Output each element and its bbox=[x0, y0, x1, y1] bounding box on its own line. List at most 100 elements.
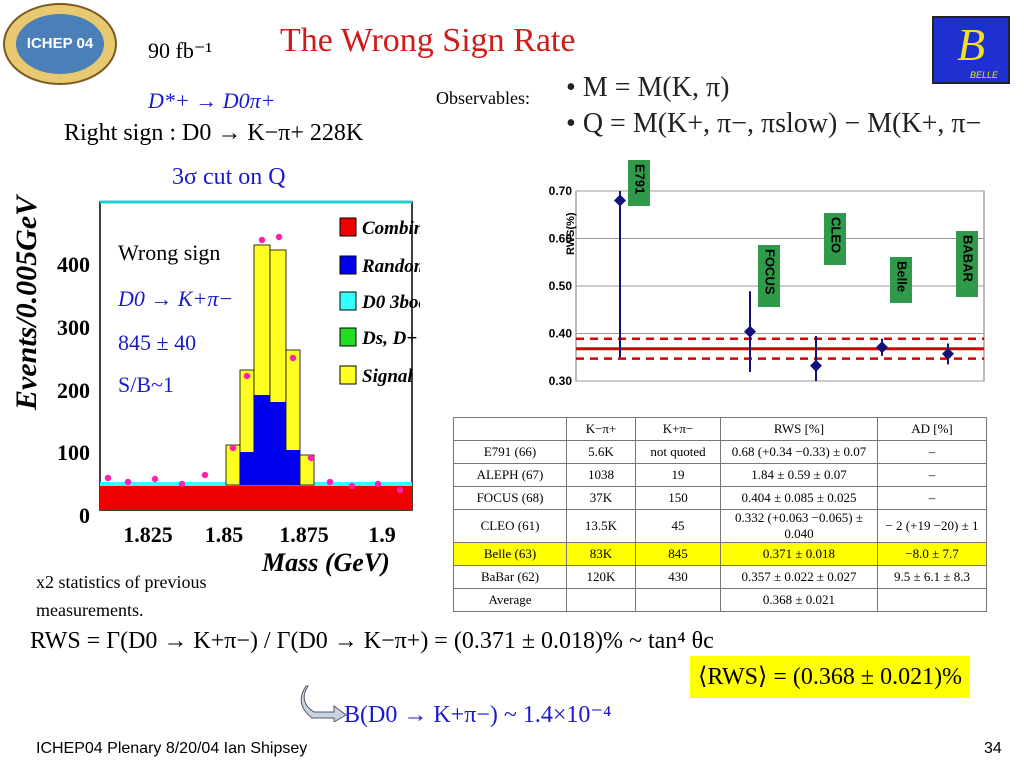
table-cell: 0.368 ± 0.021 bbox=[720, 588, 878, 612]
table-cell: BaBar (62) bbox=[453, 565, 567, 589]
table-cell bbox=[877, 588, 987, 612]
rws-comparison-plot: 0.70 0.60 0.50 0.40 0.30 RWS(%) E791 FOCUS CLE… bbox=[549, 160, 985, 388]
table-header: K+π− bbox=[635, 417, 721, 441]
table-cell: ALEPH (67) bbox=[453, 463, 567, 487]
x-tick-1875: 1.875 bbox=[279, 522, 329, 547]
rws-point bbox=[942, 347, 954, 360]
rws-y-tick: 0.50 bbox=[549, 279, 573, 293]
table-cell: 430 bbox=[635, 565, 721, 589]
table-row: CLEO (61) 13.5K 45 0.332 (+0.063 −0.065) ± … bbox=[453, 509, 987, 543]
rws-point bbox=[810, 359, 822, 372]
wrong-sign-label: Wrong sign bbox=[118, 240, 221, 265]
table-cell: 9.5 ± 6.1 ± 8.3 bbox=[877, 565, 987, 589]
curved-arrow-icon bbox=[300, 685, 347, 722]
ichep-logo: ICHEP 04 bbox=[3, 3, 117, 85]
signal-background: S/B~1 bbox=[118, 372, 174, 397]
table-row: BaBar (62) 120K 430 0.357 ± 0.022 ± 0.027 9.… bbox=[453, 565, 987, 589]
slide-title: The Wrong Sign Rate bbox=[280, 22, 576, 59]
table-cell: 150 bbox=[635, 486, 721, 510]
statistics-note: x2 statistics of previous measurements. bbox=[36, 572, 207, 620]
table-cell: – bbox=[877, 486, 987, 510]
rws-label-box bbox=[824, 213, 846, 265]
rws-y-tick: 0.60 bbox=[549, 232, 573, 246]
histogram-ylabel: Events/0.005GeV bbox=[10, 195, 43, 410]
table-cell: not quoted bbox=[635, 440, 721, 464]
table-cell: 0.332 (+0.063 −0.065) ± 0.040 bbox=[720, 509, 878, 543]
table-cell: 19 bbox=[635, 463, 721, 487]
rws-label-box bbox=[628, 160, 650, 206]
legend-ds-3body: Ds, D+ 3body bbox=[361, 328, 420, 349]
mass-histogram: 0 100 200 300 400 1.825 1.85 1.875 1.9 C… bbox=[57, 200, 420, 547]
y-tick-400: 400 bbox=[57, 252, 90, 277]
rws-formula: RWS = Γ(D0 → K+π−) / Γ(D0 → K−π+) = (0.3… bbox=[30, 628, 714, 654]
rws-ylabel: RWS(%) bbox=[565, 212, 577, 255]
legend-signal: Signal bbox=[362, 366, 413, 387]
table-cell: 1.84 ± 0.59 ± 0.07 bbox=[720, 463, 878, 487]
observable-q: • Q = M(K+, π−, πslow) − M(K+, π− bbox=[566, 108, 982, 139]
legend-combinatoric: Combinatoric bbox=[362, 218, 420, 239]
luminosity: 90 fb⁻¹ bbox=[148, 38, 213, 63]
rws-point-label: FOCUS bbox=[763, 249, 778, 295]
x-tick-19: 1.9 bbox=[368, 522, 396, 547]
table-cell: 13.5K bbox=[566, 509, 636, 543]
rws-point-label: E791 bbox=[633, 164, 648, 194]
y-tick-0: 0 bbox=[79, 503, 90, 528]
x-tick-185: 1.85 bbox=[205, 522, 244, 547]
observable-q-text: Q = M(K+, π−, πslow) − M(K+, π− bbox=[582, 108, 982, 139]
table-cell: 0.371 ± 0.018 bbox=[720, 542, 878, 566]
table-cell: CLEO (61) bbox=[453, 509, 567, 543]
table-row: FOCUS (68) 37K 150 0.404 ± 0.085 ± 0.025– bbox=[453, 486, 987, 510]
table-cell: 120K bbox=[566, 565, 636, 589]
results-table: K−π+ K+π− RWS [%] AD [%] E791 (66) 5.6K no… bbox=[453, 417, 987, 612]
belle-logo-text: BELLE bbox=[970, 70, 999, 80]
observable-m-text: M = M(K, π) bbox=[582, 72, 730, 103]
rws-point-label: BABAR bbox=[961, 235, 976, 283]
table-cell: – bbox=[877, 440, 987, 464]
rws-point-label: Belle bbox=[895, 261, 910, 292]
observable-m: • M = M(K, π) bbox=[566, 72, 730, 103]
wrong-sign-decay: D0 → K+π− bbox=[118, 286, 234, 311]
decay-tag: D*+ → D0π+ bbox=[148, 88, 276, 113]
table-cell: Average bbox=[453, 588, 567, 612]
observables-label: Observables: bbox=[436, 88, 530, 108]
rws-label-box bbox=[956, 231, 978, 297]
histogram-legend: Combinatoric Random π D0 3body Ds, D+ 3b… bbox=[339, 217, 420, 387]
table-header: K−π+ bbox=[566, 417, 636, 441]
y-tick-300: 300 bbox=[57, 315, 90, 340]
x-tick-1825: 1.825 bbox=[123, 522, 173, 547]
table-cell: 845 bbox=[635, 542, 721, 566]
table-cell: 45 bbox=[635, 509, 721, 543]
table-cell: 0.404 ± 0.085 ± 0.025 bbox=[720, 486, 878, 510]
table-cell: −8.0 ± 7.7 bbox=[877, 542, 987, 566]
rws-point bbox=[876, 341, 888, 354]
rws-y-tick: 0.70 bbox=[549, 184, 573, 198]
table-cell: 1038 bbox=[566, 463, 636, 487]
table-cell: 37K bbox=[566, 486, 636, 510]
table-cell: E791 (66) bbox=[453, 440, 567, 464]
rws-y-tick: 0.30 bbox=[549, 374, 573, 388]
rws-label-box bbox=[758, 245, 780, 307]
y-tick-200: 200 bbox=[57, 378, 90, 403]
table-cell: 5.6K bbox=[566, 440, 636, 464]
table-cell: 0.68 (+0.34 −0.33) ± 0.07 bbox=[720, 440, 878, 464]
y-tick-100: 100 bbox=[57, 440, 90, 465]
wrong-sign-count: 845 ± 40 bbox=[118, 330, 197, 355]
table-cell: 83K bbox=[566, 542, 636, 566]
legend-d0-3body: D0 3body bbox=[361, 292, 420, 313]
table-header: RWS [%] bbox=[720, 417, 878, 441]
table-header-row: K−π+ K+π− RWS [%] AD [%] bbox=[453, 417, 987, 441]
right-sign-yield: Right sign : D0 → K−π+ 228K bbox=[64, 120, 364, 146]
table-cell: 0.357 ± 0.022 ± 0.027 bbox=[720, 565, 878, 589]
histogram-data-points bbox=[104, 233, 404, 494]
table-cell: – bbox=[877, 463, 987, 487]
belle-logo: B BELLE bbox=[932, 16, 1010, 84]
table-row: ALEPH (67) 1038 19 1.84 ± 0.59 ± 0.07– bbox=[453, 463, 987, 487]
table-row: Average 0.368 ± 0.021 bbox=[453, 588, 987, 612]
table-header: AD [%] bbox=[877, 417, 987, 441]
legend-random-pi: Random π bbox=[361, 256, 420, 277]
table-cell: FOCUS (68) bbox=[453, 486, 567, 510]
histogram-xlabel: Mass (GeV) bbox=[262, 548, 390, 577]
q-cut: 3σ cut on Q bbox=[172, 164, 286, 190]
table-header bbox=[453, 417, 567, 441]
svg-text:B: B bbox=[957, 19, 985, 70]
